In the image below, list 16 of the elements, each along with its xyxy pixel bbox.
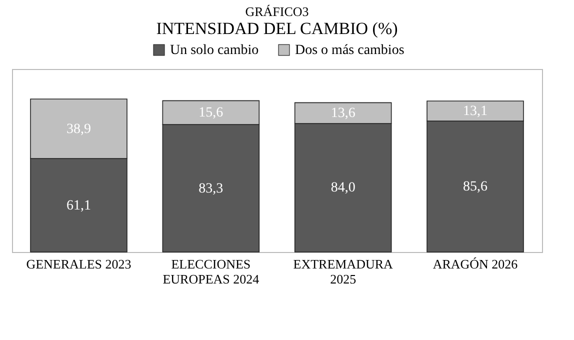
data-label: 13,6 — [330, 106, 356, 122]
x-tick-label: ELECCIONES EUROPEAS 2024 — [162, 256, 260, 286]
data-label: 84,0 — [330, 180, 356, 196]
data-label: 38,9 — [66, 122, 91, 137]
x-tick-label: EXTREMADURA 2025 — [293, 256, 394, 286]
legend-label: Un solo cambio — [170, 43, 259, 58]
data-label: 13,1 — [463, 104, 488, 120]
legend-label: Dos o más cambios — [295, 43, 404, 58]
chart-subtitle: INTENSIDAD DEL CAMBIO (%) — [156, 19, 398, 38]
chart-title: GRÁFICO3 — [245, 4, 309, 19]
x-tick-label: GENERALES 2023 — [26, 256, 132, 272]
data-label: 85,6 — [463, 180, 488, 195]
data-label: 83,3 — [198, 181, 224, 196]
x-tick-label: ARAGÓN 2026 — [432, 256, 518, 272]
data-label: 15,6 — [198, 106, 224, 121]
data-label: 61,1 — [66, 198, 91, 214]
